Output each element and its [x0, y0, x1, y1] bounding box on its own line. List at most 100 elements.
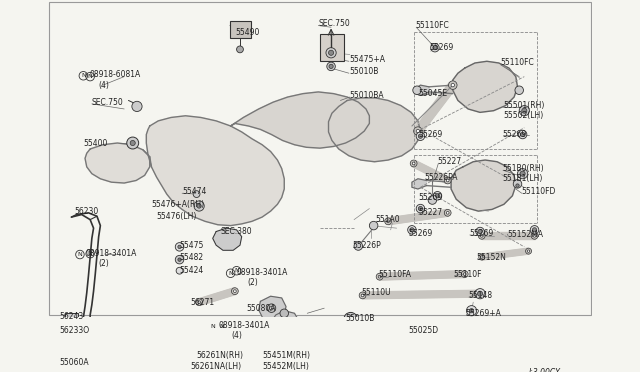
- Text: (2): (2): [99, 259, 109, 269]
- Polygon shape: [206, 328, 245, 353]
- Text: 56271: 56271: [191, 298, 215, 307]
- Text: 55226P: 55226P: [353, 241, 381, 250]
- Circle shape: [435, 194, 440, 198]
- Circle shape: [239, 328, 247, 336]
- Circle shape: [127, 137, 139, 149]
- Circle shape: [527, 250, 530, 252]
- Polygon shape: [481, 248, 529, 260]
- Circle shape: [178, 258, 181, 262]
- Circle shape: [280, 309, 289, 318]
- Text: 55490: 55490: [235, 28, 259, 37]
- Circle shape: [410, 228, 414, 232]
- Bar: [65, 313, 78, 325]
- Circle shape: [280, 328, 289, 336]
- Circle shape: [328, 50, 333, 55]
- Text: 55010BA: 55010BA: [350, 91, 385, 100]
- Text: 55269: 55269: [419, 193, 443, 202]
- Text: 55474: 55474: [182, 187, 207, 196]
- Text: 551A0: 551A0: [375, 215, 400, 224]
- Text: 55501(RH): 55501(RH): [503, 101, 545, 110]
- Text: 08918-3401A: 08918-3401A: [86, 249, 137, 258]
- Circle shape: [478, 232, 485, 239]
- Circle shape: [419, 206, 422, 211]
- Circle shape: [413, 86, 421, 94]
- Circle shape: [449, 81, 457, 89]
- Circle shape: [416, 132, 425, 141]
- Text: N: N: [220, 324, 225, 328]
- Text: 55227: 55227: [438, 157, 461, 166]
- Circle shape: [232, 288, 238, 295]
- Text: 55482: 55482: [180, 253, 204, 262]
- Circle shape: [268, 304, 276, 312]
- Text: 55452M(LH): 55452M(LH): [262, 362, 309, 371]
- Text: 55227: 55227: [418, 208, 442, 217]
- Polygon shape: [212, 228, 242, 250]
- Circle shape: [428, 196, 436, 204]
- Polygon shape: [388, 209, 448, 225]
- Text: 55110U: 55110U: [361, 288, 390, 297]
- Circle shape: [513, 180, 522, 188]
- Polygon shape: [412, 179, 426, 189]
- Circle shape: [462, 329, 464, 331]
- Polygon shape: [259, 296, 286, 322]
- Circle shape: [463, 273, 466, 276]
- Circle shape: [65, 360, 74, 369]
- Circle shape: [327, 62, 335, 71]
- Circle shape: [531, 232, 538, 239]
- Text: 55152N: 55152N: [477, 253, 506, 262]
- Text: N: N: [77, 252, 83, 257]
- Text: SEC.750: SEC.750: [92, 98, 124, 107]
- Circle shape: [444, 177, 451, 184]
- Circle shape: [416, 129, 420, 133]
- Text: 55045E: 55045E: [418, 89, 447, 98]
- Text: 55269: 55269: [429, 43, 453, 52]
- Text: 55502(LH): 55502(LH): [503, 111, 543, 120]
- Circle shape: [234, 290, 236, 292]
- Text: 55269: 55269: [469, 229, 493, 238]
- Circle shape: [359, 292, 366, 299]
- Circle shape: [197, 204, 201, 208]
- Circle shape: [433, 192, 442, 200]
- Text: 55010B: 55010B: [346, 314, 375, 323]
- Circle shape: [519, 106, 529, 116]
- Text: (2): (2): [248, 278, 259, 287]
- Text: N: N: [88, 251, 93, 256]
- Text: 55451M(RH): 55451M(RH): [262, 351, 310, 360]
- Text: 56243: 56243: [60, 312, 84, 321]
- Polygon shape: [230, 92, 369, 148]
- Circle shape: [237, 46, 243, 53]
- Circle shape: [193, 191, 200, 198]
- Bar: [230, 21, 251, 38]
- Circle shape: [242, 330, 245, 334]
- Text: N: N: [228, 271, 233, 276]
- Circle shape: [206, 347, 209, 350]
- Circle shape: [387, 220, 390, 223]
- Circle shape: [401, 327, 406, 333]
- Polygon shape: [362, 290, 477, 299]
- Text: 55110FC: 55110FC: [415, 21, 449, 30]
- Circle shape: [479, 254, 484, 260]
- Text: 55475+A: 55475+A: [349, 55, 385, 64]
- Polygon shape: [198, 288, 236, 305]
- Circle shape: [329, 64, 333, 68]
- Polygon shape: [415, 83, 456, 134]
- Polygon shape: [482, 232, 534, 239]
- Circle shape: [410, 160, 417, 167]
- Circle shape: [176, 267, 183, 274]
- Text: 56230: 56230: [75, 206, 99, 216]
- Text: 55269: 55269: [502, 130, 527, 139]
- Polygon shape: [415, 85, 429, 95]
- Text: 55025D: 55025D: [408, 326, 438, 335]
- Circle shape: [175, 256, 184, 264]
- Circle shape: [344, 312, 358, 326]
- Polygon shape: [147, 116, 284, 225]
- Text: 55476(LH): 55476(LH): [157, 212, 197, 221]
- Text: 55152MA: 55152MA: [508, 230, 543, 238]
- Text: 55110FD: 55110FD: [521, 187, 556, 196]
- Polygon shape: [453, 61, 518, 112]
- Circle shape: [408, 225, 416, 234]
- Circle shape: [196, 299, 202, 306]
- Polygon shape: [451, 160, 516, 211]
- Text: 55424: 55424: [180, 266, 204, 275]
- Circle shape: [446, 211, 449, 214]
